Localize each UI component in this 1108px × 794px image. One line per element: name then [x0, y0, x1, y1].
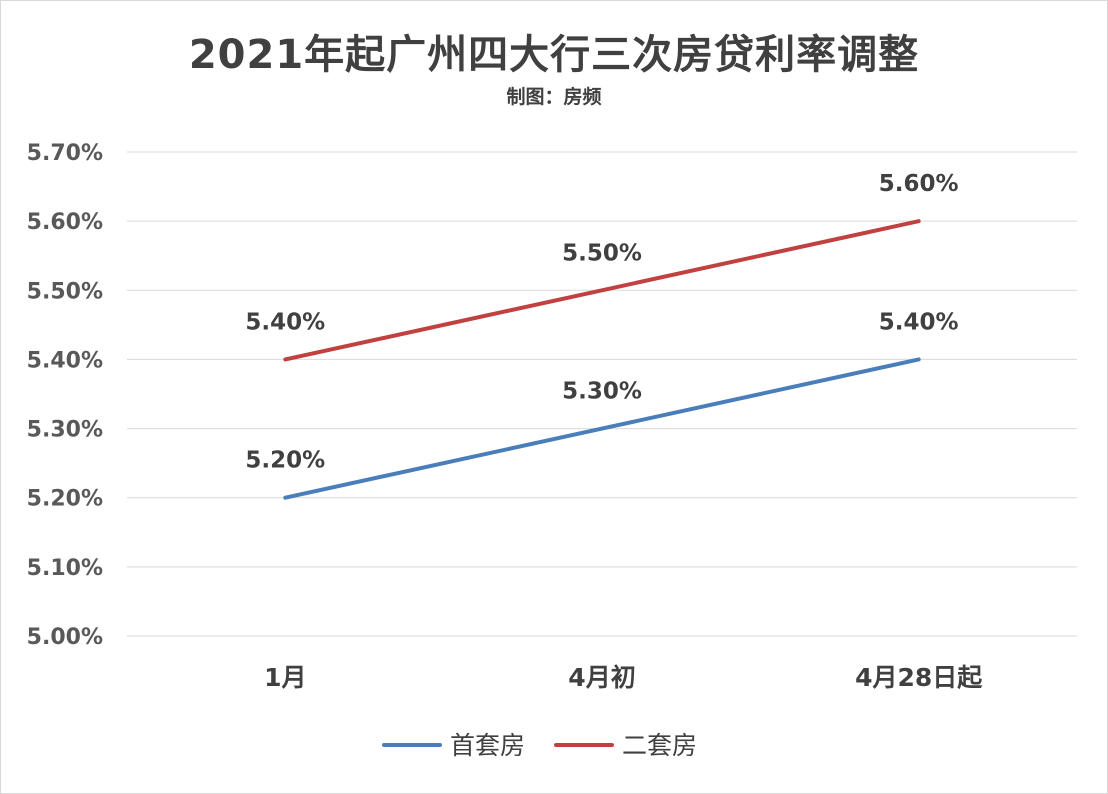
legend: 首套房 二套房: [382, 731, 697, 760]
y-tick-label: 5.20%: [27, 487, 103, 512]
data-label: 5.20%: [245, 448, 325, 474]
series-line-1: [283, 357, 921, 500]
y-tick-label: 5.70%: [27, 141, 103, 166]
x-tick-label: 4月28日起: [855, 663, 983, 692]
data-label: 5.60%: [879, 171, 959, 197]
chart-subtitle: 制图：房频: [506, 86, 602, 108]
x-tick-label: 4月初: [568, 663, 635, 692]
y-tick-label: 5.00%: [27, 625, 103, 650]
series-lines: [283, 219, 921, 500]
legend-label: 二套房: [622, 731, 697, 760]
data-label: 5.40%: [245, 309, 325, 335]
legend-label: 首套房: [450, 731, 525, 760]
data-label: 5.50%: [562, 240, 642, 266]
y-tick-label: 5.30%: [27, 418, 103, 443]
y-axis: 5.00% 5.10% 5.20% 5.30% 5.40% 5.50% 5.60% 5.70%: [27, 141, 103, 650]
data-label: 5.40%: [879, 309, 959, 335]
y-tick-label: 5.40%: [27, 348, 103, 373]
series-line-2: [283, 219, 921, 362]
data-label: 5.30%: [562, 379, 642, 405]
x-axis: 1月 4月初 4月28日起: [264, 663, 983, 692]
y-tick-label: 5.60%: [27, 210, 103, 235]
y-tick-label: 5.10%: [27, 556, 103, 581]
chart-title: 2021年起广州四大行三次房贷利率调整: [188, 32, 920, 78]
x-tick-label: 1月: [264, 663, 306, 692]
y-tick-label: 5.50%: [27, 279, 103, 304]
data-labels: 5.20% 5.30% 5.40% 5.40% 5.50% 5.60%: [245, 171, 958, 474]
